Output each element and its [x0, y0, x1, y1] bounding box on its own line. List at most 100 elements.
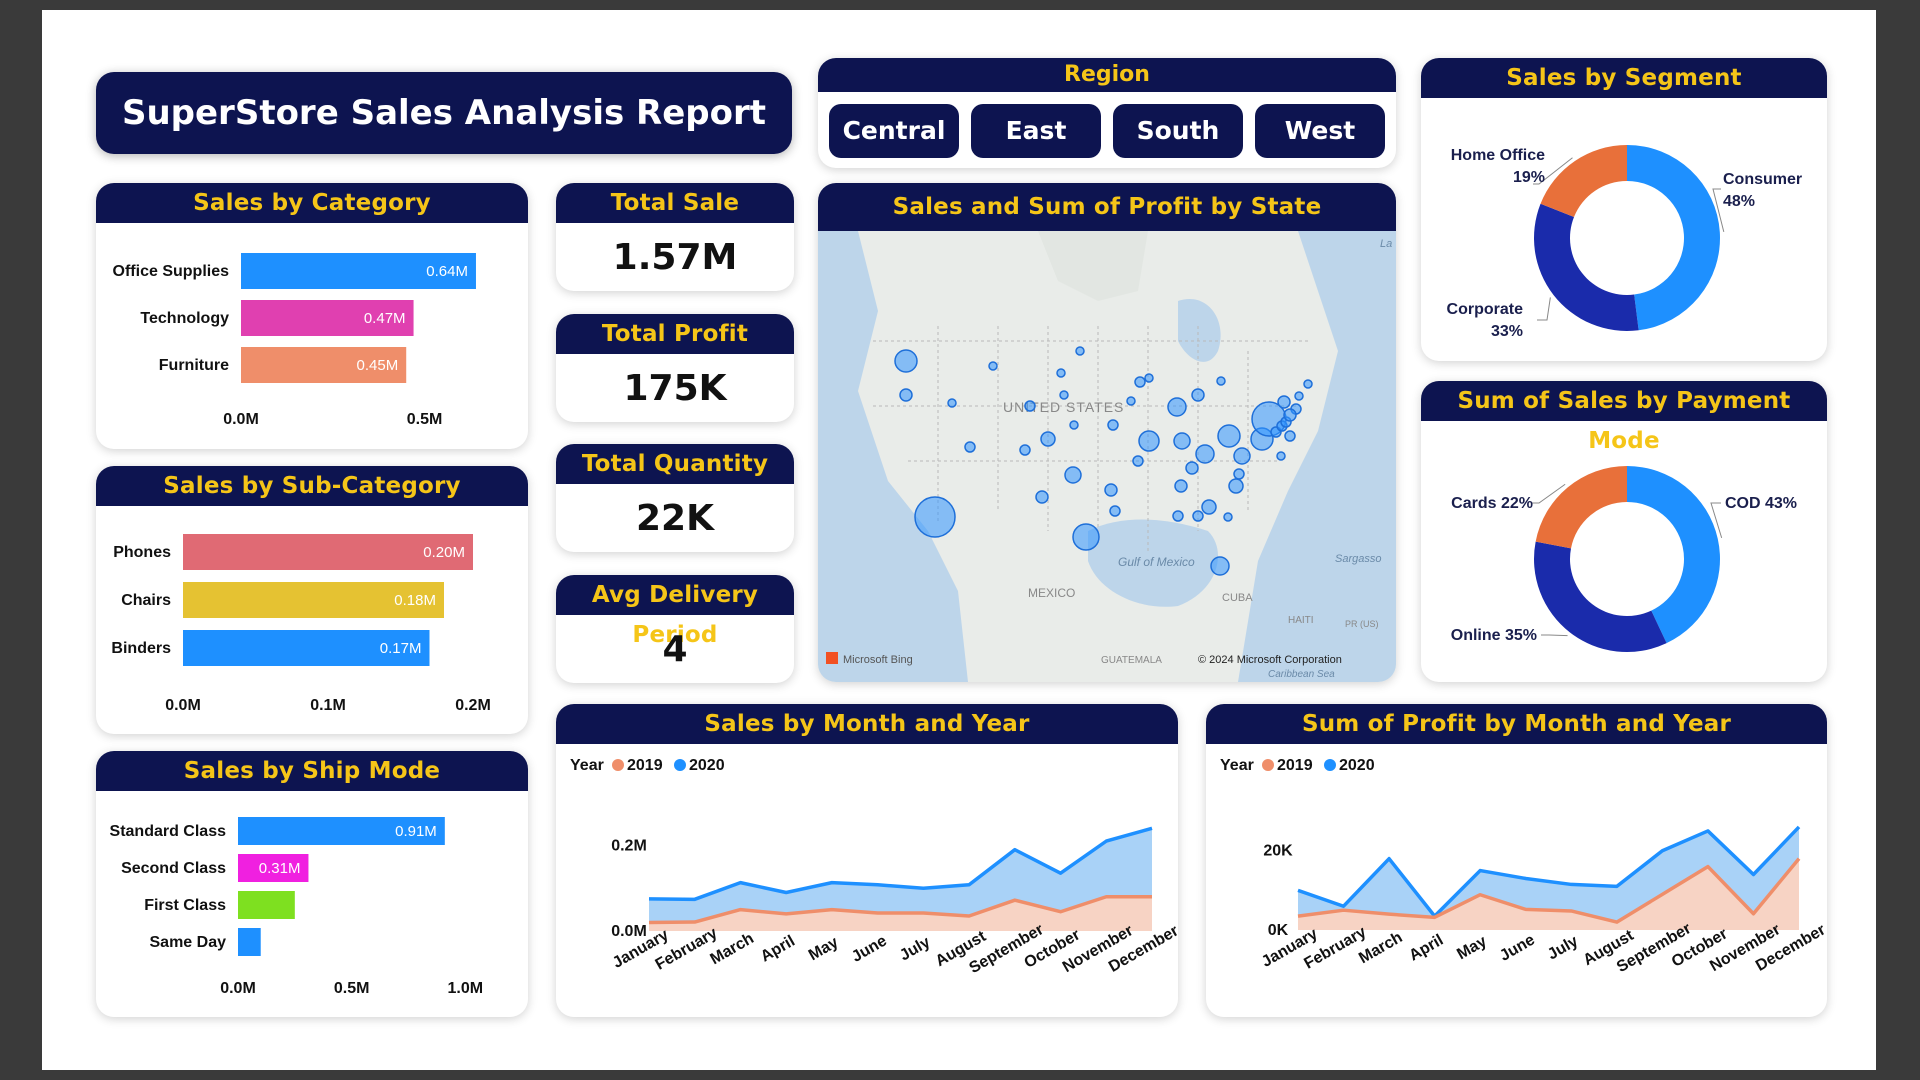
- state-bubble[interactable]: [1276, 451, 1286, 461]
- donut-slice[interactable]: [1627, 466, 1720, 644]
- state-bubble[interactable]: [1216, 376, 1226, 386]
- state-bubbles[interactable]: [894, 346, 1313, 576]
- map-label-pr: PR (US): [1345, 619, 1379, 629]
- state-bubble[interactable]: [1059, 390, 1069, 400]
- state-bubble[interactable]: [1040, 431, 1056, 447]
- bar[interactable]: [238, 817, 445, 845]
- donut-label: Corporate: [1447, 301, 1524, 318]
- state-bubble[interactable]: [1107, 419, 1119, 431]
- axis-tick-label: 0.1M: [310, 697, 346, 714]
- axis-tick-label: 0.5M: [334, 980, 370, 997]
- state-bubble[interactable]: [1191, 388, 1205, 402]
- state-bubble[interactable]: [1134, 376, 1146, 388]
- state-bubble[interactable]: [1024, 400, 1036, 412]
- series-line[interactable]: [648, 826, 1153, 902]
- map-title: Sales and Sum of Profit by State: [818, 183, 1396, 231]
- state-bubble[interactable]: [1294, 391, 1304, 401]
- state-bubble[interactable]: [1217, 424, 1241, 448]
- legend-marker: [612, 759, 624, 771]
- state-bubble[interactable]: [1132, 455, 1144, 467]
- bing-logo-icon: [826, 652, 838, 664]
- shipmode-title: Sales by Ship Mode: [96, 751, 528, 791]
- state-bubble[interactable]: [1195, 444, 1215, 464]
- state-bubble[interactable]: [1223, 512, 1233, 522]
- state-bubble[interactable]: [1283, 408, 1297, 422]
- state-bubble[interactable]: [1233, 468, 1245, 480]
- state-map[interactable]: UNITED STATES Gulf of Mexico MEXICO CUBA…: [818, 231, 1396, 682]
- bar[interactable]: [241, 253, 476, 289]
- state-bubble[interactable]: [1173, 432, 1191, 450]
- state-bubble[interactable]: [1192, 510, 1204, 522]
- region-header: Region: [818, 58, 1396, 92]
- state-bubble[interactable]: [1303, 379, 1313, 389]
- bar-value-label: 0.45M: [357, 357, 399, 374]
- state-bubble[interactable]: [1185, 461, 1199, 475]
- state-bubble[interactable]: [1072, 523, 1100, 551]
- bar-category-label: Chairs: [121, 592, 171, 609]
- bar-category-label: Standard Class: [110, 823, 227, 840]
- bar[interactable]: [183, 582, 444, 618]
- state-bubble[interactable]: [1174, 479, 1188, 493]
- donut-slice[interactable]: [1627, 145, 1720, 331]
- state-bubble[interactable]: [1019, 444, 1031, 456]
- bar[interactable]: [241, 300, 414, 336]
- bar[interactable]: [238, 928, 261, 956]
- sales-month-card: Sales by Month and Year Year 2019 2020 0.0M…: [556, 704, 1178, 1017]
- x-tick-label: May: [1454, 933, 1490, 963]
- donut-slice[interactable]: [1534, 541, 1667, 652]
- state-bubble[interactable]: [964, 441, 976, 453]
- donut-label: COD 43%: [1725, 495, 1797, 512]
- state-bubble[interactable]: [1167, 397, 1187, 417]
- state-bubble[interactable]: [1075, 346, 1085, 356]
- state-bubble[interactable]: [988, 361, 998, 371]
- state-bubble[interactable]: [899, 388, 913, 402]
- map-copyright: © 2024 Microsoft Corporation: [1198, 654, 1342, 666]
- region-option-east[interactable]: East: [971, 104, 1101, 158]
- series-line[interactable]: [1297, 857, 1801, 924]
- bar[interactable]: [238, 854, 309, 882]
- state-borders: [873, 326, 1308, 551]
- state-bubble[interactable]: [1172, 510, 1184, 522]
- bar[interactable]: [183, 534, 473, 570]
- axis-tick-label: 0.0M: [611, 923, 647, 940]
- state-bubble[interactable]: [1064, 466, 1082, 484]
- donut-leader-line: [1531, 483, 1566, 504]
- state-bubble[interactable]: [1201, 499, 1217, 515]
- state-bubble[interactable]: [1056, 368, 1066, 378]
- region-option-central[interactable]: Central: [829, 104, 959, 158]
- legend-marker: [1324, 759, 1336, 771]
- donut-slice[interactable]: [1534, 203, 1639, 331]
- state-bubble[interactable]: [1284, 430, 1296, 442]
- state-bubble[interactable]: [1228, 478, 1244, 494]
- state-bubble[interactable]: [1035, 490, 1049, 504]
- state-bubble[interactable]: [1210, 556, 1230, 576]
- profit-month-title: Sum of Profit by Month and Year: [1206, 704, 1827, 744]
- state-bubble[interactable]: [914, 496, 956, 538]
- bar[interactable]: [238, 891, 295, 919]
- region-option-south[interactable]: South: [1113, 104, 1243, 158]
- state-bubble[interactable]: [894, 349, 918, 373]
- bar[interactable]: [241, 347, 407, 383]
- state-bubble[interactable]: [947, 398, 957, 408]
- state-bubble[interactable]: [1144, 373, 1154, 383]
- great-lakes: [1178, 299, 1221, 362]
- bar[interactable]: [183, 630, 430, 666]
- legend-marker: [674, 759, 686, 771]
- state-bubble[interactable]: [1277, 395, 1291, 409]
- region-option-west[interactable]: West: [1255, 104, 1385, 158]
- state-bubble[interactable]: [1104, 483, 1118, 497]
- series-line[interactable]: [648, 895, 1152, 925]
- state-bubble[interactable]: [1126, 396, 1136, 406]
- kpi-avg-delivery-label: Avg Delivery Period: [556, 575, 794, 648]
- state-bubble[interactable]: [1069, 420, 1079, 430]
- subcategory-title: Sales by Sub-Category: [96, 466, 528, 506]
- series-line[interactable]: [1297, 825, 1801, 918]
- state-bubble[interactable]: [1109, 505, 1121, 517]
- state-bubble[interactable]: [1138, 430, 1160, 452]
- donut-slice[interactable]: [1540, 145, 1627, 218]
- state-bubble[interactable]: [1233, 447, 1251, 465]
- gulf-water: [1088, 519, 1218, 607]
- bar-category-label: Binders: [111, 640, 171, 657]
- axis-tick-label: 0.0M: [223, 411, 259, 428]
- donut-slice[interactable]: [1535, 466, 1627, 549]
